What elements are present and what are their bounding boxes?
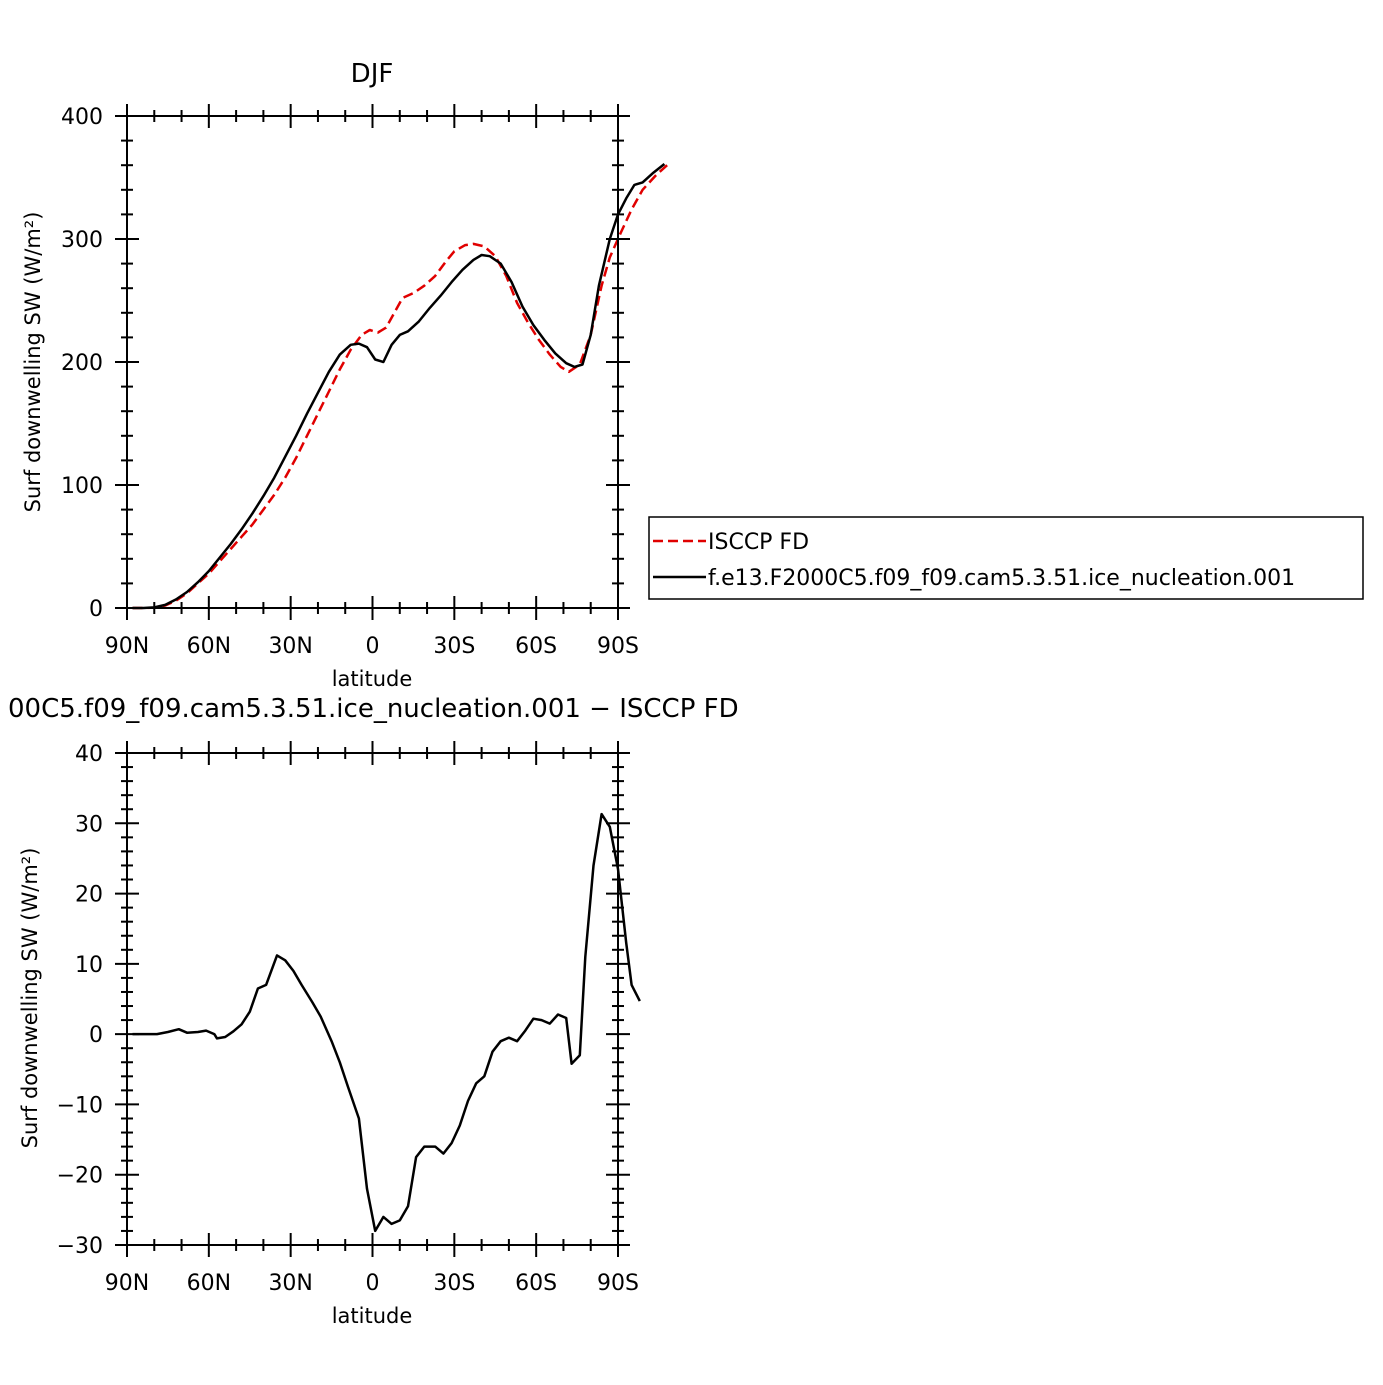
top-series-line-0 [132, 164, 668, 610]
bottom-x-tick-label: 60S [515, 1271, 557, 1296]
top-x-tick-label: 60N [187, 634, 231, 659]
bottom-plot-area: −30 −20 −10 0 10 20 30 40 90N 60N 30N 0 30S 60S 90S [57, 741, 641, 1296]
bottom-y-tick-label: −20 [57, 1164, 103, 1189]
top-x-tick-label: 0 [366, 634, 380, 659]
top-y-tick-label: 200 [61, 351, 103, 376]
legend: ISCCP FD f.e13.F2000C5.f09_f09.cam5.3.51… [648, 516, 1364, 600]
legend-box [648, 516, 1364, 600]
legend-label-model: f.e13.F2000C5.f09_f09.cam5.3.51.ice_nucl… [708, 566, 1295, 591]
top-plot-frame [126, 115, 619, 609]
bottom-x-tick-label: 30N [268, 1271, 312, 1296]
bottom-y-tick-label: 10 [75, 953, 103, 978]
legend-label-isccp: ISCCP FD [708, 530, 809, 555]
top-x-axis-label: latitude [332, 667, 413, 691]
bottom-x-tick-label: 0 [366, 1271, 380, 1296]
bottom-x-tick-label: 60N [187, 1271, 231, 1296]
bottom-y-tick-label: 20 [75, 883, 103, 908]
top-chart-title: DJF [351, 59, 394, 89]
top-x-tick-label: 90S [597, 634, 639, 659]
bottom-y-tick-label: 40 [75, 742, 103, 767]
bottom-x-tick-label: 90S [597, 1271, 639, 1296]
top-x-tick-label: 30N [268, 634, 312, 659]
bottom-y-tick-label: 30 [75, 812, 103, 837]
top-y-tick-label: 400 [61, 105, 103, 130]
top-y-axis-label: Surf downwelling SW (W/m²) [21, 212, 45, 513]
top-x-tick-label: 30S [433, 634, 475, 659]
top-plot-area: 0 100 200 300 400 90N 60N 30N 0 30S 60S 90S [61, 104, 668, 659]
bottom-y-axis-label: Surf downwelling SW (W/m²) [18, 848, 42, 1149]
bottom-chart-title: 00C5.f09_f09.cam5.3.51.ice_nucleation.00… [8, 694, 739, 724]
top-x-tick-label: 60S [515, 634, 557, 659]
bottom-x-axis-label: latitude [332, 1304, 413, 1328]
bottom-y-tick-label: −30 [57, 1234, 103, 1259]
top-x-tick-label: 90N [105, 634, 149, 659]
bottom-x-tick-label: 90N [105, 1271, 149, 1296]
top-series-line-1 [132, 163, 666, 610]
top-y-tick-label: 300 [61, 228, 103, 253]
bottom-y-tick-label: −10 [57, 1093, 103, 1118]
bottom-plot-frame [126, 752, 619, 1246]
bottom-series-line-0 [132, 812, 641, 1233]
bottom-x-tick-label: 30S [433, 1271, 475, 1296]
top-y-tick-label: 100 [61, 474, 103, 499]
top-y-tick-label: 0 [89, 597, 103, 622]
bottom-y-tick-label: 0 [89, 1023, 103, 1048]
